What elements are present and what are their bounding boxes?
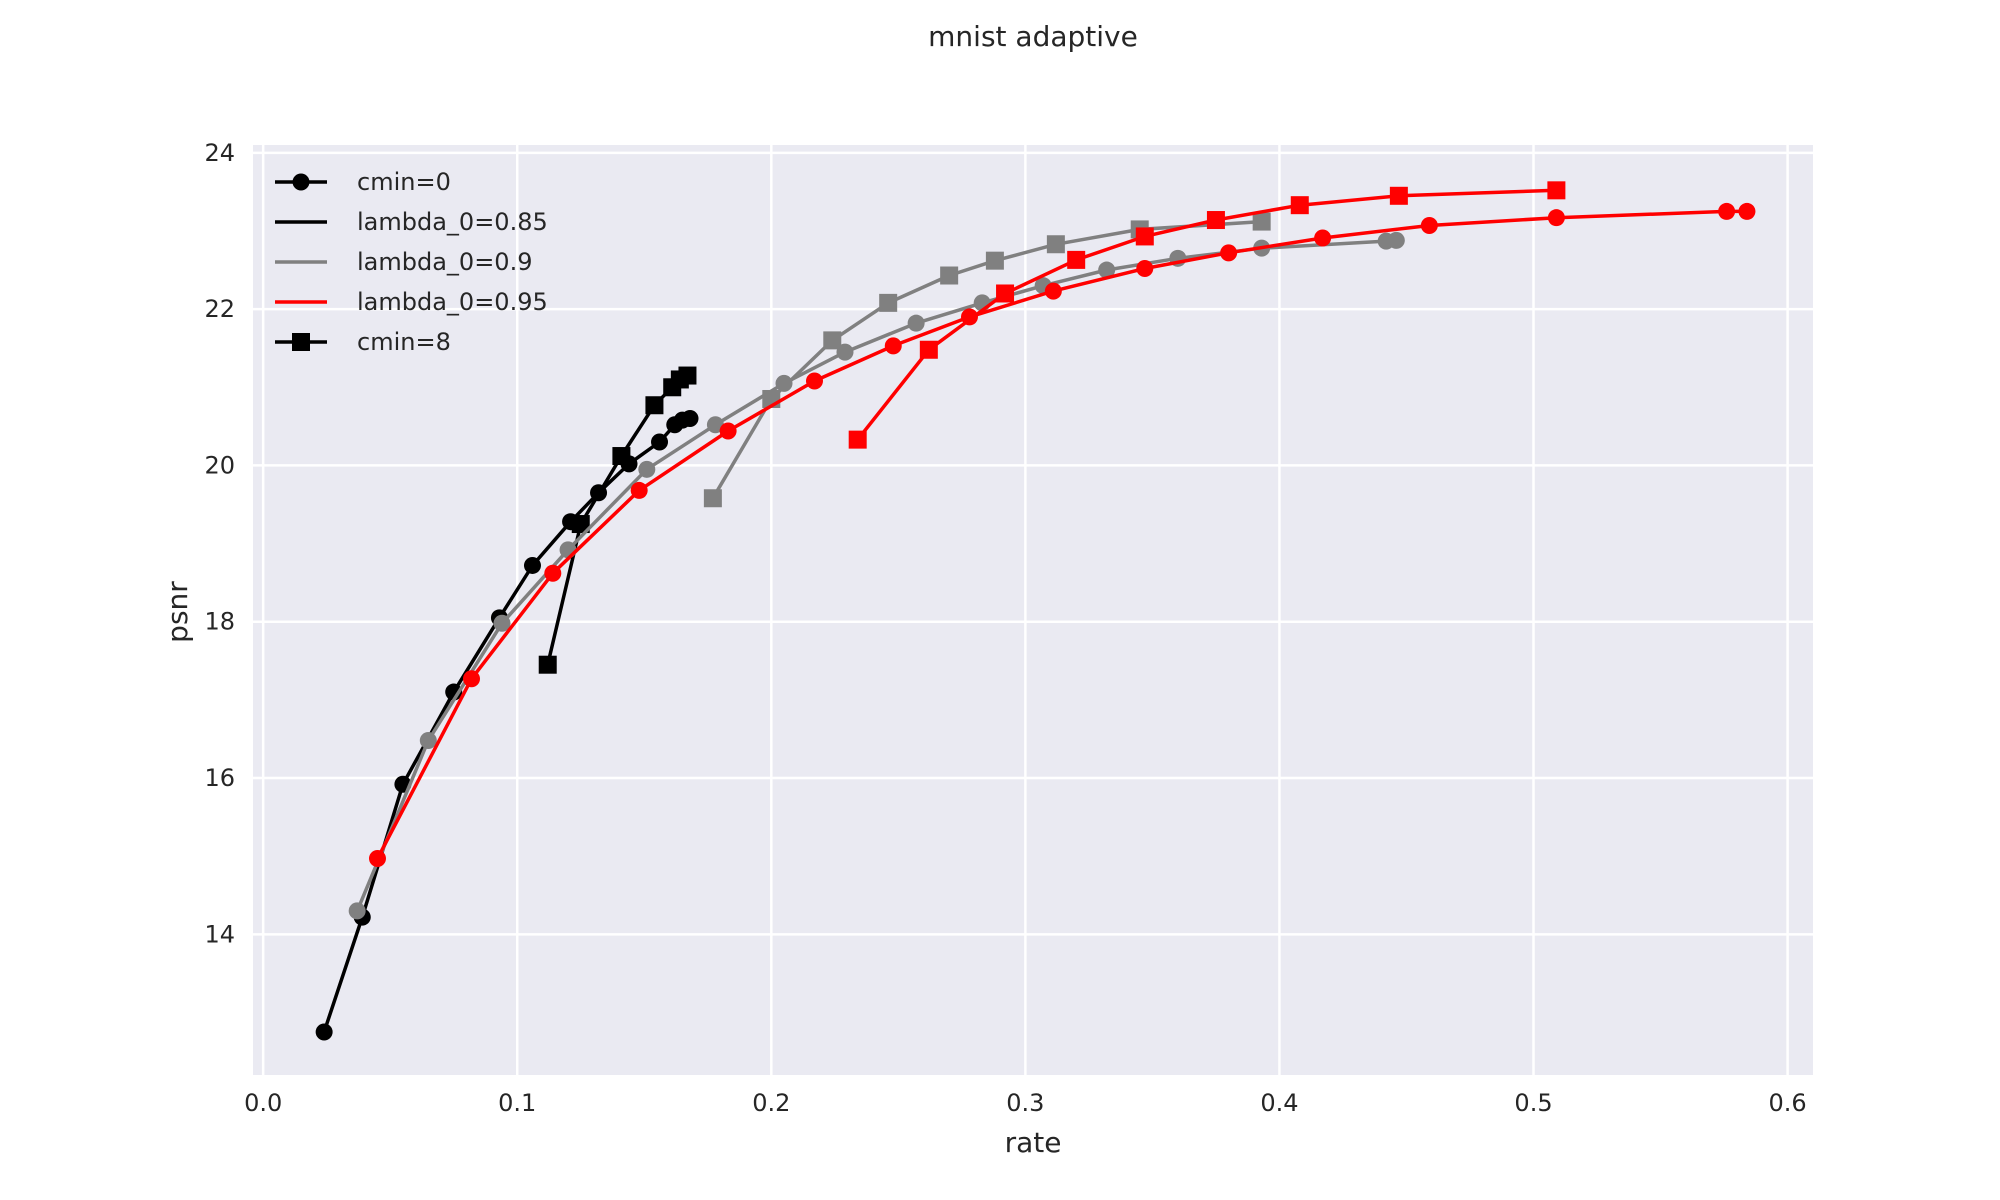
x-tick-label: 0.4	[1260, 1089, 1298, 1117]
legend-item: lambda_0=0.9	[275, 248, 532, 276]
data-point	[1387, 231, 1405, 249]
x-tick-label: 0.0	[244, 1089, 282, 1117]
data-point	[493, 614, 511, 632]
data-point	[1044, 282, 1062, 300]
series-lambda-0.85-cmin-8	[538, 366, 697, 674]
data-point	[1314, 229, 1332, 247]
legend: cmin=0 lambda_0=0.85 lambda_0=0.9 lambda_0=…	[275, 168, 548, 356]
data-point	[940, 266, 959, 285]
data-point	[538, 655, 557, 674]
data-point	[1046, 235, 1065, 254]
data-point	[1067, 250, 1086, 269]
data-point	[1718, 202, 1736, 220]
y-tick-label: 20	[204, 451, 235, 479]
legend-label: lambda_0=0.9	[357, 248, 532, 276]
data-point	[1738, 202, 1756, 220]
data-point	[884, 337, 902, 355]
series-line	[375, 209, 1747, 860]
y-tick-label: 16	[204, 764, 235, 792]
data-point	[907, 314, 925, 332]
legend-label: cmin=0	[357, 168, 451, 196]
y-axis-label: psnr	[161, 581, 194, 643]
data-point	[1547, 209, 1565, 227]
data-point	[1135, 227, 1154, 246]
y-tick-label: 18	[204, 608, 235, 636]
legend-item: lambda_0=0.85	[275, 208, 548, 236]
data-point	[559, 541, 577, 559]
data-point	[630, 481, 648, 499]
legend-item: cmin=0	[275, 168, 451, 196]
data-point	[315, 1023, 333, 1041]
data-point	[1206, 211, 1225, 230]
data-point	[706, 416, 724, 434]
data-point	[996, 284, 1015, 303]
data-point	[612, 447, 631, 466]
chart-title: mnist adaptive	[928, 20, 1138, 53]
data-point	[848, 430, 867, 449]
data-point	[919, 340, 938, 359]
data-point	[985, 251, 1004, 270]
legend-marker-circle	[292, 173, 310, 191]
data-point	[681, 410, 699, 428]
y-tick-label: 24	[204, 139, 235, 167]
data-point	[823, 331, 842, 350]
legend-label: cmin=8	[357, 328, 451, 356]
data-point	[523, 556, 541, 574]
data-point	[419, 732, 437, 750]
data-point	[368, 850, 386, 868]
data-point	[1252, 212, 1271, 231]
data-point	[651, 433, 669, 451]
series-layer	[315, 181, 1756, 1041]
x-tick-label: 0.1	[498, 1089, 536, 1117]
data-point	[1098, 261, 1116, 279]
data-point	[645, 396, 664, 415]
series-lambda-0.95-cmin-0	[368, 202, 1756, 868]
data-point	[719, 422, 737, 440]
x-tick-label: 0.6	[1769, 1089, 1807, 1117]
legend-label: lambda_0=0.85	[357, 208, 548, 236]
x-tick-label: 0.3	[1006, 1089, 1044, 1117]
series-lambda-0.95-cmin-8	[848, 181, 1566, 449]
data-point	[678, 366, 697, 385]
x-tick-label: 0.2	[752, 1089, 790, 1117]
data-point	[1290, 196, 1309, 215]
data-point	[1220, 244, 1238, 262]
data-point	[1420, 216, 1438, 234]
legend-marker-square	[292, 333, 310, 351]
legend-label: lambda_0=0.95	[357, 288, 548, 316]
data-point	[1547, 181, 1566, 200]
x-tick-label: 0.5	[1514, 1089, 1552, 1117]
y-tick-label: 14	[204, 920, 235, 948]
data-point	[1136, 259, 1154, 277]
grid-lines	[253, 145, 1813, 1075]
data-point	[571, 515, 590, 534]
y-tick-labels: 14 16 18 20 22 24	[204, 139, 235, 949]
data-point	[805, 372, 823, 390]
data-point	[463, 670, 481, 688]
data-point	[775, 374, 793, 392]
legend-item: cmin=8	[275, 328, 451, 356]
data-point	[638, 460, 656, 478]
y-tick-label: 22	[204, 295, 235, 323]
data-point	[348, 902, 366, 920]
x-axis-label: rate	[1005, 1126, 1062, 1159]
data-point	[703, 489, 722, 508]
data-point	[879, 293, 898, 312]
x-tick-labels: 0.0 0.1 0.2 0.3 0.4 0.5 0.6	[244, 1089, 1807, 1117]
data-point	[1389, 186, 1408, 205]
legend-item: lambda_0=0.95	[275, 288, 548, 316]
data-point	[544, 564, 562, 582]
